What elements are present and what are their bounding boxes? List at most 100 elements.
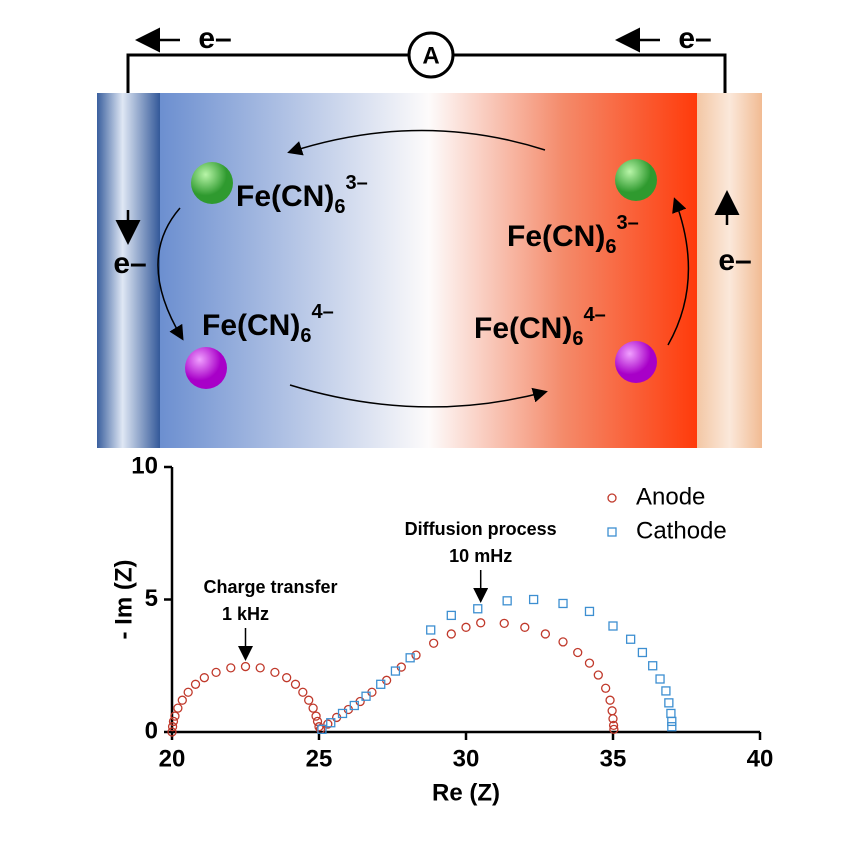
data-point [311, 711, 321, 721]
electron-label: e– [678, 22, 711, 55]
subscript: 6 [572, 328, 583, 350]
data-point [520, 622, 530, 632]
nyquist-chart: 20 25 30 35 40 0 5 10 Re (Z) - Im (Z) Anode Cathode… [110, 452, 773, 806]
data-point [446, 629, 456, 639]
data-point [290, 679, 301, 689]
data-point [476, 618, 486, 628]
data-point [317, 724, 327, 734]
species-label: Fe(CN)64– [202, 301, 334, 347]
x-tick-label: 40 [747, 745, 774, 772]
data-point [337, 708, 348, 719]
cathode-electrode [697, 93, 762, 448]
data-point [167, 722, 178, 732]
data-point [461, 622, 471, 632]
data-point [655, 674, 665, 684]
y-tick-label: 5 [145, 585, 158, 612]
legend-marker [607, 527, 617, 537]
x-tick-label: 35 [600, 745, 627, 772]
annotation: 10 mHz [449, 546, 512, 566]
data-point [183, 687, 193, 697]
arrow [667, 197, 690, 346]
ammeter-label: A [422, 42, 439, 69]
data-point [255, 663, 265, 673]
annotation: 1 kHz [222, 604, 269, 624]
anode-electrode [97, 93, 161, 448]
data-point [661, 686, 671, 696]
data-point [499, 618, 509, 628]
data-point [667, 716, 677, 727]
data-point [648, 661, 658, 671]
data-point [608, 720, 619, 731]
data-point [211, 667, 221, 678]
data-point [167, 727, 177, 737]
species-label: Fe(CN)64– [474, 304, 606, 350]
x-tick-label: 30 [453, 745, 480, 772]
y-axis-label: - Im (Z) [110, 560, 137, 640]
data-point [608, 621, 618, 631]
data-point [312, 716, 323, 727]
data-point [584, 658, 595, 668]
superscript: 3– [345, 172, 367, 194]
data-point [601, 683, 611, 693]
data-point [637, 647, 648, 658]
formula: Fe(CN) [202, 309, 300, 342]
legend-label: Cathode [636, 517, 727, 544]
ion [615, 341, 657, 383]
formula: Fe(CN) [236, 180, 334, 213]
electron-label: e– [113, 247, 146, 280]
data-point [429, 638, 439, 648]
superscript: 4– [583, 304, 605, 326]
ion [615, 159, 657, 201]
data-point [199, 673, 209, 683]
electron-label: e– [718, 244, 751, 277]
data-point [282, 673, 292, 683]
data-point [609, 724, 619, 734]
data-point [502, 596, 512, 606]
superscript: 4– [311, 301, 333, 323]
data-point [558, 637, 568, 647]
species-label: Fe(CN)63– [507, 212, 639, 258]
data-point [426, 625, 436, 635]
subscript: 6 [300, 325, 311, 347]
data-point [376, 679, 386, 689]
data-point [528, 594, 539, 605]
formula: Fe(CN) [474, 312, 572, 345]
data-point [326, 718, 336, 728]
y-tick-label: 0 [145, 717, 158, 744]
subscript: 6 [605, 236, 616, 258]
cell-diagram: A e– e– e– e– Fe(CN)63– Fe(CN)64– Fe(CN)… [97, 22, 762, 448]
subscript: 6 [334, 196, 345, 218]
data-point [664, 698, 674, 708]
legend-label: Anode [636, 483, 705, 510]
species-label: Fe(CN)63– [236, 172, 368, 218]
arrow [289, 384, 548, 408]
data-point [625, 634, 636, 644]
data-point [308, 703, 318, 713]
data-point [593, 670, 603, 680]
data-point [170, 711, 180, 721]
data-point [605, 695, 615, 705]
data-point [573, 647, 583, 658]
arrow [287, 129, 546, 156]
formula: Fe(CN) [507, 220, 605, 253]
data-point [177, 695, 187, 705]
x-tick-label: 25 [306, 745, 333, 772]
data-point [540, 629, 551, 639]
annotation: Charge transfer [203, 577, 337, 597]
annotation: Diffusion process [405, 519, 557, 539]
wire [126, 53, 727, 93]
data-point [667, 722, 677, 732]
data-point [298, 687, 308, 697]
data-point [240, 661, 251, 672]
data-point [390, 666, 401, 676]
data-point [558, 598, 568, 609]
x-axis-label: Re (Z) [432, 779, 500, 806]
ion [191, 162, 233, 204]
data-point [349, 700, 359, 711]
data-point [190, 679, 201, 689]
data-point [411, 650, 421, 660]
x-tick-label: 20 [159, 745, 186, 772]
data-point [607, 706, 617, 716]
data-point [226, 663, 236, 673]
